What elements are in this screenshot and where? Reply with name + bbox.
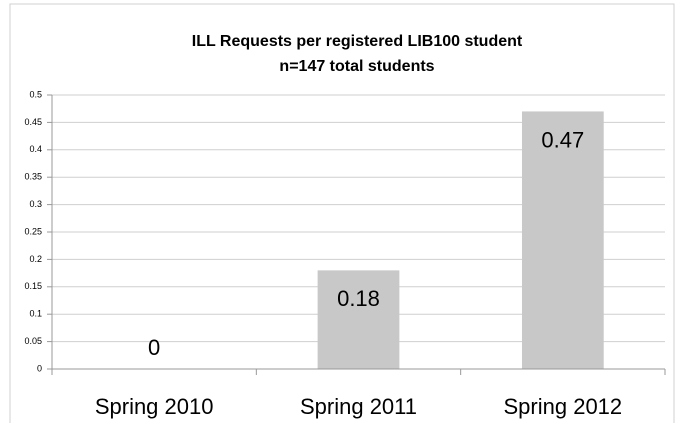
chart-title: ILL Requests per registered LIB100 stude… [192, 33, 523, 50]
x-tick-label: Spring 2012 [504, 394, 623, 419]
y-tick-label: 0.45 [24, 117, 42, 127]
data-label: 0 [148, 335, 160, 360]
y-tick-label: 0.05 [24, 336, 42, 346]
y-tick-label: 0.2 [29, 254, 42, 264]
bar [521, 111, 604, 369]
bar [317, 270, 400, 369]
y-tick-label: 0.5 [29, 89, 42, 99]
data-label: 0.47 [541, 127, 584, 152]
y-tick-label: 0.35 [24, 172, 42, 182]
x-tick-label: Spring 2011 [300, 394, 417, 419]
data-label: 0.18 [337, 286, 380, 311]
x-tick-label: Spring 2010 [95, 394, 214, 419]
y-tick-label: 0.25 [24, 226, 42, 236]
y-tick-label: 0.1 [29, 309, 42, 319]
y-tick-label: 0.15 [24, 281, 42, 291]
y-tick-label: 0.4 [29, 144, 42, 154]
y-tick-label: 0.3 [29, 199, 42, 209]
y-tick-label: 0 [37, 363, 42, 373]
chart-subtitle: n=147 total students [279, 58, 434, 75]
